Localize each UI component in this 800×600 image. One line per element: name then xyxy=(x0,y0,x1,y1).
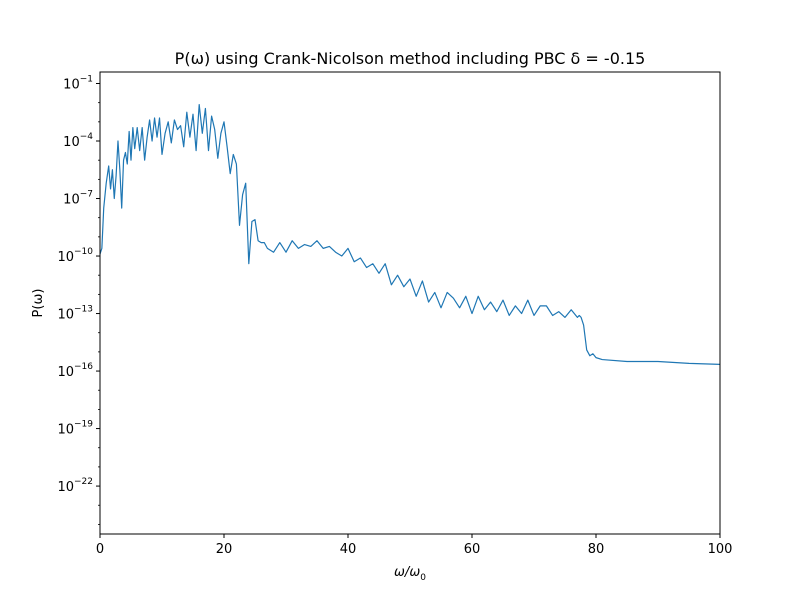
y-tick-label-base: 10 xyxy=(63,78,80,93)
x-axis-label-subscript: 0 xyxy=(420,573,426,583)
y-tick-label: 10−1 xyxy=(63,75,93,93)
y-tick-label-exponent: −16 xyxy=(74,362,93,372)
y-tick-label-base: 10 xyxy=(63,135,80,150)
chart-title: P(ω) using Crank-Nicolson method includi… xyxy=(175,49,646,68)
y-axis-label: P(ω) xyxy=(31,289,46,318)
y-tick-label: 10−16 xyxy=(57,362,93,380)
x-tick-label: 20 xyxy=(216,542,233,557)
y-tick-label-exponent: −10 xyxy=(74,247,93,257)
x-axis: 0 20 40 60 80 100 xyxy=(96,534,733,557)
y-tick-label: 10−4 xyxy=(63,132,93,150)
axes-frame xyxy=(99,71,721,535)
x-axis-label: ω/ω0 xyxy=(394,565,426,583)
y-tick-label-base: 10 xyxy=(57,423,74,438)
y-tick-label-exponent: −7 xyxy=(80,190,93,200)
y-tick-label-exponent: −4 xyxy=(80,132,94,142)
y-tick-label-base: 10 xyxy=(57,308,74,323)
y-tick-label: 10−22 xyxy=(57,477,93,495)
y-tick-label-base: 10 xyxy=(63,193,80,208)
y-tick-label-exponent: −13 xyxy=(74,305,93,315)
y-tick-label-base: 10 xyxy=(57,480,74,495)
x-tick-label: 0 xyxy=(96,542,104,557)
y-tick-label: 10−7 xyxy=(63,190,93,208)
x-axis-label-main: ω/ω xyxy=(394,565,420,580)
x-tick-label: 60 xyxy=(464,542,481,557)
y-tick-label: 10−19 xyxy=(57,420,93,438)
y-tick-label-exponent: −22 xyxy=(74,477,93,487)
y-tick-label: 10−10 xyxy=(57,247,93,265)
x-tick-label: 100 xyxy=(708,542,733,557)
y-tick-label-exponent: −19 xyxy=(74,420,93,430)
series-line-0 xyxy=(100,103,720,365)
plot-area xyxy=(99,71,721,535)
y-tick-label-exponent: −1 xyxy=(80,75,93,85)
series-layer xyxy=(100,103,720,365)
y-tick-label-base: 10 xyxy=(57,365,74,380)
y-tick-label: 10−13 xyxy=(57,305,93,323)
y-tick-label-base: 10 xyxy=(57,250,74,265)
x-tick-label: 80 xyxy=(588,542,605,557)
x-tick-label: 40 xyxy=(340,542,357,557)
